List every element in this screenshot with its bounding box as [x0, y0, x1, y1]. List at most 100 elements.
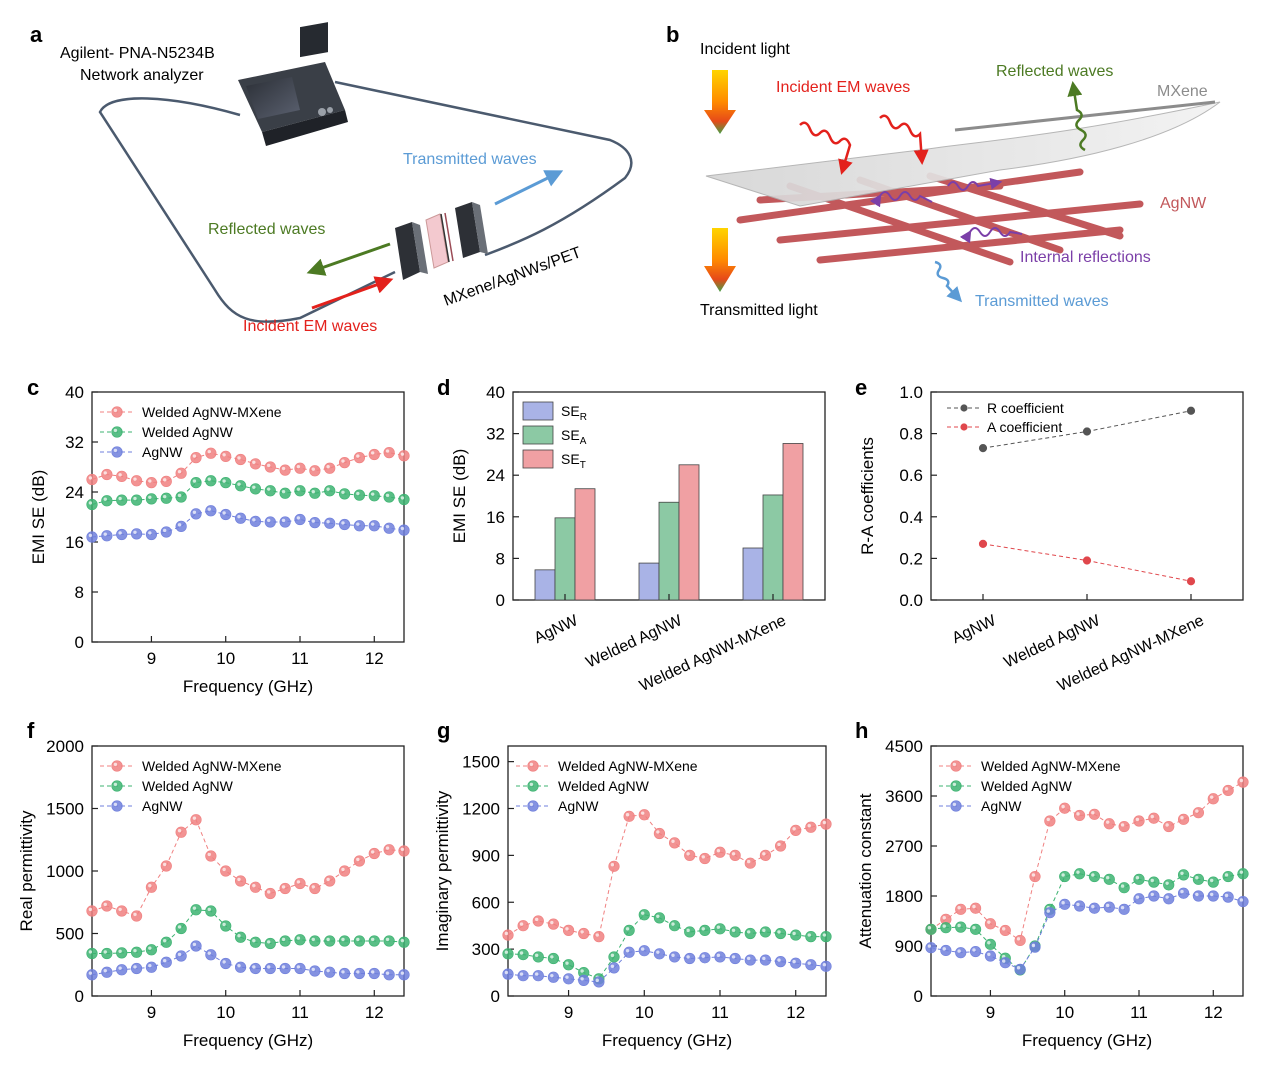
data-point — [1192, 873, 1205, 885]
data-point — [925, 923, 937, 935]
data-point-highlight — [133, 948, 137, 953]
data-point-highlight — [1180, 816, 1184, 820]
legend-label: SER — [561, 403, 587, 423]
legend-label-subscript: T — [580, 460, 586, 471]
data-point-highlight — [1016, 966, 1021, 970]
data-point — [368, 520, 380, 532]
data-point — [190, 452, 202, 464]
data-point-highlight — [625, 927, 630, 931]
series-line-1 — [930, 873, 1244, 971]
data-point — [1088, 902, 1101, 914]
data-point-highlight — [1001, 927, 1006, 931]
data-point-highlight — [237, 482, 241, 486]
data-point — [805, 821, 817, 833]
data-point-highlight — [118, 473, 122, 477]
data-point-highlight — [341, 490, 345, 494]
data-point — [294, 513, 306, 526]
data-point — [1103, 873, 1115, 885]
data-point — [130, 475, 143, 487]
x-tick-label: 12 — [786, 1003, 805, 1022]
data-point — [1186, 577, 1196, 586]
transmitted-light-label: Transmitted light — [700, 302, 818, 319]
data-point-highlight — [400, 526, 405, 531]
legend-label: Welded AgNW — [558, 778, 650, 794]
data-point — [116, 964, 128, 976]
data-point-highlight — [192, 816, 197, 820]
legend-label: AgNW — [981, 798, 1022, 814]
data-point — [1133, 893, 1145, 905]
data-point-highlight — [1150, 892, 1154, 897]
data-point — [699, 952, 711, 964]
data-point-highlight — [103, 532, 107, 536]
data-point-highlight — [103, 968, 107, 973]
data-point — [234, 875, 247, 887]
data-point-highlight — [192, 942, 197, 947]
data-point — [353, 489, 366, 501]
data-point — [502, 948, 514, 960]
data-point-highlight — [1120, 884, 1125, 888]
y-tick-label: 16 — [65, 533, 84, 552]
data-point-highlight — [266, 487, 271, 491]
data-point-highlight — [148, 479, 152, 483]
panel-label-c: c — [27, 375, 39, 400]
data-point-highlight — [88, 501, 93, 505]
data-point-highlight — [341, 867, 345, 872]
data-point-highlight — [222, 511, 226, 515]
data-point-highlight — [103, 471, 107, 475]
x-tick-label: 9 — [147, 649, 156, 668]
data-point — [398, 450, 410, 462]
legend-label: SEA — [561, 427, 587, 447]
incident-label: Incident EM waves — [243, 318, 377, 335]
data-point-highlight — [252, 883, 256, 888]
data-point — [234, 480, 247, 492]
data-point-highlight — [326, 937, 330, 942]
legend-label-main: SE — [561, 427, 580, 443]
data-point-highlight — [103, 950, 107, 954]
data-point — [684, 849, 696, 861]
data-point-highlight — [296, 487, 301, 491]
legend-label: R coefficient — [987, 400, 1064, 416]
data-point — [205, 905, 217, 917]
data-point-highlight — [177, 493, 182, 498]
data-point — [1207, 793, 1219, 805]
plot-frame — [91, 391, 405, 643]
data-point-highlight — [550, 973, 554, 978]
data-point — [1059, 898, 1071, 910]
data-point-highlight — [237, 963, 241, 968]
data-point — [955, 903, 967, 915]
data-point — [234, 512, 247, 524]
data-point — [1186, 406, 1196, 415]
data-point-highlight — [565, 961, 569, 965]
data-point-highlight — [148, 495, 152, 499]
data-point-highlight — [942, 947, 946, 951]
data-point-highlight — [133, 477, 137, 481]
data-point — [1073, 868, 1086, 880]
data-point-highlight — [1046, 909, 1050, 913]
data-point — [383, 844, 395, 856]
data-point-highlight — [1135, 895, 1140, 899]
y-axis-label: Attenuation constant — [856, 793, 875, 948]
data-point — [955, 921, 967, 933]
data-point-highlight — [987, 920, 991, 924]
data-point-highlight — [640, 811, 645, 815]
data-point-highlight — [326, 464, 330, 469]
y-tick-label: 1800 — [885, 887, 923, 906]
data-point-highlight — [1076, 902, 1080, 907]
analyzer-label-line1: Agilent- PNA-N5234B — [60, 45, 215, 62]
legend-label: Welded AgNW-MXene — [142, 404, 282, 420]
data-point-highlight — [1165, 895, 1169, 899]
legend-marker — [527, 760, 539, 772]
data-point — [774, 927, 787, 940]
internal-label: Internal reflections — [1020, 249, 1151, 266]
data-point-highlight — [972, 948, 976, 952]
bar — [742, 547, 764, 601]
data-point-highlight — [792, 827, 796, 831]
legend-label-subscript: A — [580, 436, 587, 447]
data-point — [249, 458, 262, 470]
data-point — [264, 887, 276, 900]
x-axis-label: Frequency (GHz) — [1022, 1031, 1152, 1050]
reflected-arrow — [306, 242, 391, 276]
x-tick-label: 10 — [1055, 1003, 1074, 1022]
x-tick-label: 11 — [711, 1003, 729, 1022]
